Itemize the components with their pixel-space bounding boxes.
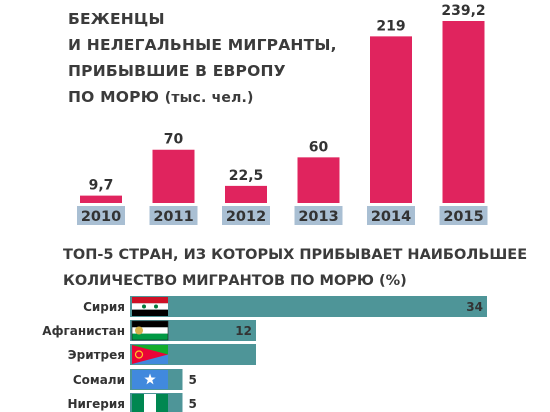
country-bar bbox=[130, 393, 183, 412]
chart-title: БЕЖЕНЦЫ И НЕЛЕГАЛЬНЫЕ МИГРАНТЫ, ПРИБЫВШИ… bbox=[68, 6, 368, 111]
year-label-background bbox=[439, 206, 488, 225]
country-label: Эритрея bbox=[68, 348, 125, 362]
country-bar bbox=[130, 320, 256, 341]
somalia-flag-icon bbox=[132, 370, 168, 389]
section-title-line-2: КОЛИЧЕСТВО МИГРАНТОВ ПО МОРЮ (%) bbox=[63, 273, 407, 289]
yearly-bar-chart: 9,7 2010 70 2011 22,5 2012 60 2013 219 2014 239,2 2… bbox=[77, 3, 488, 225]
section-title: ТОП-5 СТРАН, ИЗ КОТОРЫХ ПРИБЫВАЕТ НАИБОЛ… bbox=[63, 242, 543, 294]
bar-2015 bbox=[442, 21, 485, 203]
year-tick-label: 2013 bbox=[298, 209, 338, 225]
country-value-label: 5 bbox=[189, 373, 197, 387]
bar-value-label: 60 bbox=[309, 139, 329, 155]
year-label-background bbox=[294, 206, 343, 225]
country-bar bbox=[130, 296, 487, 317]
year-tick-label: 2011 bbox=[153, 209, 193, 225]
syria-flag-icon bbox=[132, 297, 168, 316]
bar-2010 bbox=[80, 195, 122, 203]
year-tick-label: 2012 bbox=[226, 209, 266, 225]
country-label: Сирия bbox=[83, 300, 125, 314]
bar-2011 bbox=[152, 149, 195, 203]
year-label-background bbox=[367, 206, 415, 225]
year-tick-label: 2015 bbox=[443, 209, 483, 225]
bar-2012 bbox=[225, 185, 267, 203]
title-line-2: И НЕЛЕГАЛЬНЫЕ МИГРАНТЫ, bbox=[68, 36, 337, 54]
year-label-background bbox=[77, 206, 125, 225]
bar-value-label: 9,7 bbox=[89, 178, 114, 194]
country-label: Нигерия bbox=[67, 397, 125, 411]
nigeria-flag-icon bbox=[132, 394, 168, 412]
country-bar bbox=[130, 344, 256, 365]
year-label-background bbox=[222, 206, 270, 225]
eritrea-flag-icon bbox=[132, 345, 168, 364]
country-label: Афганистан bbox=[42, 324, 125, 338]
title-line-3: ПРИБЫВШИЕ В ЕВРОПУ bbox=[68, 62, 286, 80]
title-unit: (тыс. чел.) bbox=[164, 90, 254, 106]
bar-value-label: 22,5 bbox=[229, 168, 264, 184]
bar-2014 bbox=[370, 36, 412, 203]
country-value-label: 34 bbox=[466, 300, 483, 314]
title-line-1: БЕЖЕНЦЫ bbox=[68, 10, 165, 28]
bar-value-label: 70 bbox=[164, 132, 184, 148]
year-tick-label: 2014 bbox=[371, 209, 411, 225]
country-label: Сомали bbox=[73, 373, 125, 387]
year-label-background bbox=[149, 206, 198, 225]
title-last: ПО МОРЮ bbox=[68, 88, 160, 106]
afghanistan-flag-icon bbox=[131, 320, 169, 341]
bar-2013 bbox=[297, 157, 340, 203]
country-value-label: 5 bbox=[189, 397, 197, 411]
bar-value-label: 219 bbox=[376, 18, 405, 34]
year-tick-label: 2010 bbox=[81, 209, 121, 225]
bar-value-label: 239,2 bbox=[441, 3, 485, 19]
country-value-label: 12 bbox=[235, 324, 252, 338]
country-bar bbox=[130, 369, 183, 390]
title-line-4: ПО МОРЮ (тыс. чел.) bbox=[68, 84, 368, 111]
section-title-line-1: ТОП-5 СТРАН, ИЗ КОТОРЫХ ПРИБЫВАЕТ НАИБОЛ… bbox=[63, 247, 528, 263]
